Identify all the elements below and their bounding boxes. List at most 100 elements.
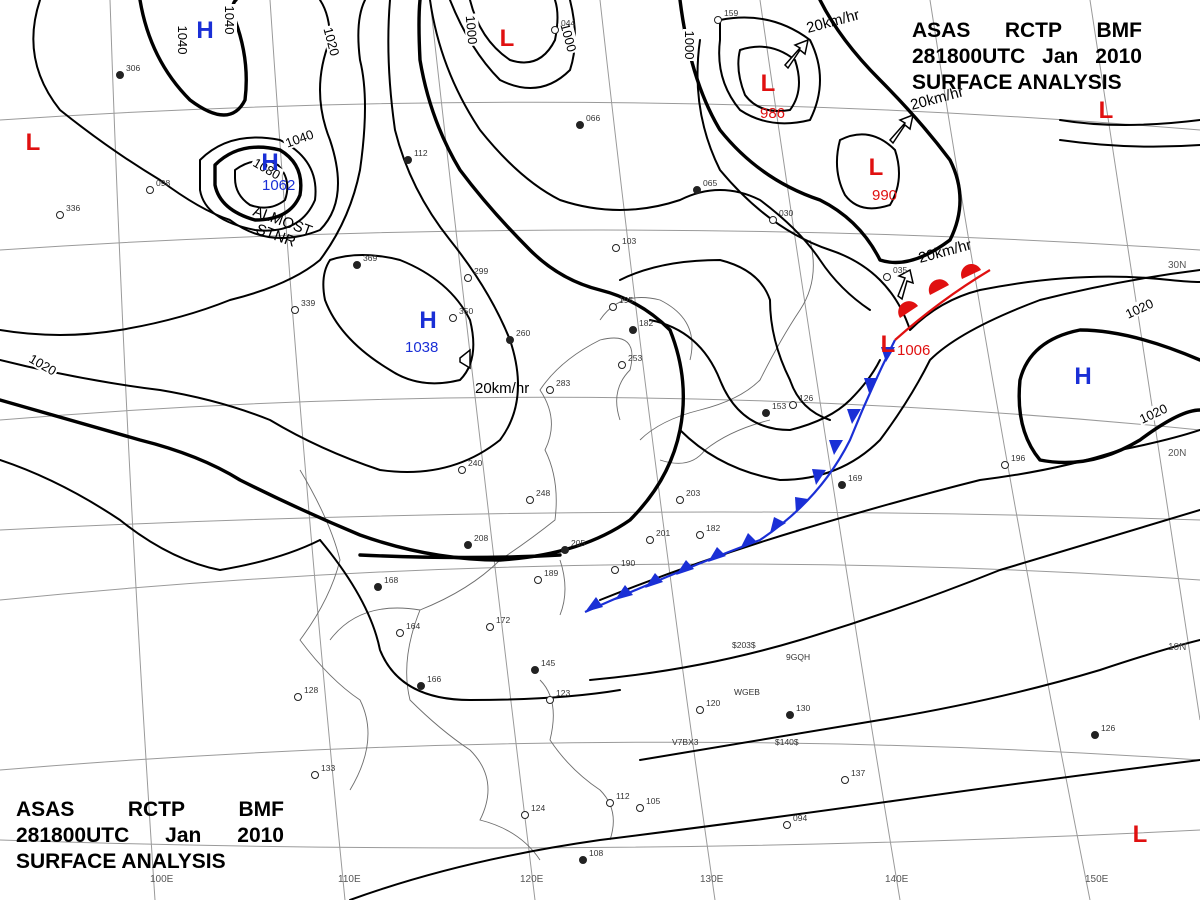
motion-label-3: 20km/hr bbox=[917, 236, 974, 266]
lon-label-130e: 130E bbox=[700, 874, 724, 885]
chart-header-bottom-left: ASAS RCTP BMF 281800UTC Jan 2010 SURFACE ANA… bbox=[16, 797, 284, 875]
header-title: SURFACE ANALYSIS bbox=[912, 71, 1122, 94]
station-pressure: 166 bbox=[427, 674, 441, 684]
station-pressure: 035 bbox=[893, 265, 907, 275]
station-pressure: 044 bbox=[561, 18, 575, 28]
station-plot: 098 bbox=[146, 178, 170, 194]
station-pressure: 339 bbox=[301, 298, 315, 308]
station-pressure: 108 bbox=[589, 848, 603, 858]
station-circle bbox=[546, 386, 554, 394]
station-plot: 124 bbox=[521, 803, 545, 819]
station-plot: 260 bbox=[506, 328, 530, 344]
station-pressure: 350 bbox=[459, 306, 473, 316]
header-time: 281800UTC bbox=[16, 824, 130, 847]
station-plot: 248 bbox=[526, 488, 550, 504]
ship-callsign: 9GQH bbox=[786, 652, 810, 662]
station-pressure: 094 bbox=[793, 813, 807, 823]
cold-front bbox=[584, 339, 896, 614]
station-pressure: 124 bbox=[531, 803, 545, 813]
station-plot: 103 bbox=[612, 236, 636, 252]
low-pressure-marker: L bbox=[881, 331, 896, 358]
station-plot: 169 bbox=[838, 473, 862, 489]
low-pressure-marker: L bbox=[761, 70, 776, 97]
station-plot: 130 bbox=[786, 703, 810, 719]
lon-label-150e: 150E bbox=[1085, 874, 1109, 885]
station-circle bbox=[551, 26, 559, 34]
station-circle bbox=[762, 409, 770, 417]
station-plot: 094 bbox=[783, 813, 807, 829]
ship-callsign: $203$ bbox=[732, 640, 756, 650]
station-pressure: 189 bbox=[544, 568, 558, 578]
header-title: SURFACE ANALYSIS bbox=[16, 850, 226, 873]
station-pressure: 137 bbox=[851, 768, 865, 778]
station-plot: 253 bbox=[618, 353, 642, 369]
station-circle bbox=[294, 693, 302, 701]
station-pressure: 112 bbox=[616, 791, 630, 801]
station-pressure: 182 bbox=[706, 523, 720, 533]
header-station: RCTP bbox=[1004, 19, 1063, 42]
isobar-label: 1000 bbox=[682, 31, 697, 60]
station-plot: 168 bbox=[374, 575, 398, 591]
station-pressure: 336 bbox=[66, 203, 80, 213]
ship-callsign: $140$ bbox=[775, 737, 799, 747]
isobar-label-bg bbox=[1121, 295, 1157, 322]
central-pressure-value: 986 bbox=[760, 105, 785, 122]
central-pressure-value: 1006 bbox=[897, 342, 930, 359]
lat-label-10n: 10N bbox=[1168, 642, 1186, 653]
isobar-label: 1020 bbox=[1123, 296, 1156, 322]
low-pressure-marker: L bbox=[869, 154, 884, 181]
station-pressure: 112 bbox=[414, 148, 428, 158]
station-pressure: 153 bbox=[772, 401, 786, 411]
station-plot: 112 bbox=[606, 791, 630, 807]
station-circle bbox=[696, 531, 704, 539]
station-pressure: 182 bbox=[639, 318, 653, 328]
station-pressure: 299 bbox=[474, 266, 488, 276]
station-circle bbox=[506, 336, 514, 344]
station-circle bbox=[521, 811, 529, 819]
station-plots: 306 336 339 369 350 299 260 283 195 182 253 126 153 2… bbox=[56, 8, 1115, 864]
station-pressure: 159 bbox=[724, 8, 738, 18]
station-pressure: 105 bbox=[646, 796, 660, 806]
station-circle bbox=[291, 306, 299, 314]
station-circle bbox=[636, 804, 644, 812]
grid-labels: 100E 110E 120E 130E 140E 150E 30N 20N 10… bbox=[150, 260, 1186, 885]
station-circle bbox=[353, 261, 361, 269]
station-pressure: 065 bbox=[703, 178, 717, 188]
header-agency: ASAS bbox=[912, 19, 971, 42]
station-plot: 195 bbox=[609, 295, 633, 311]
station-pressure: 248 bbox=[536, 488, 550, 498]
station-circle bbox=[146, 186, 154, 194]
station-plot: 030 bbox=[769, 208, 793, 224]
low-pressure-marker: L bbox=[1099, 97, 1114, 124]
station-plot: 133 bbox=[311, 763, 335, 779]
station-plot: 182 bbox=[696, 523, 720, 539]
station-plot: 108 bbox=[579, 848, 603, 864]
station-pressure: 098 bbox=[156, 178, 170, 188]
station-circle bbox=[576, 121, 584, 129]
station-circle bbox=[561, 546, 569, 554]
station-pressure: 168 bbox=[384, 575, 398, 585]
station-pressure: 128 bbox=[304, 685, 318, 695]
station-plot: 145 bbox=[531, 658, 555, 674]
station-plot: 336 bbox=[56, 203, 80, 219]
station-circle bbox=[464, 541, 472, 549]
header-agency: ASAS bbox=[16, 798, 75, 821]
station-circle bbox=[618, 361, 626, 369]
station-plot: 299 bbox=[464, 266, 488, 282]
station-circle bbox=[769, 216, 777, 224]
station-circle bbox=[883, 273, 891, 281]
station-plot: 153 bbox=[762, 401, 786, 417]
station-plot: 189 bbox=[534, 568, 558, 584]
station-pressure: 030 bbox=[779, 208, 793, 218]
station-circle bbox=[1091, 731, 1099, 739]
station-pressure: 195 bbox=[619, 295, 633, 305]
station-circle bbox=[693, 186, 701, 194]
station-plot: 306 bbox=[116, 63, 140, 79]
station-plot: 164 bbox=[396, 621, 420, 637]
station-pressure: 126 bbox=[1101, 723, 1115, 733]
station-circle bbox=[486, 623, 494, 631]
motion-label-1: 20km/hr bbox=[805, 6, 862, 36]
station-circle bbox=[458, 466, 466, 474]
station-circle bbox=[404, 156, 412, 164]
